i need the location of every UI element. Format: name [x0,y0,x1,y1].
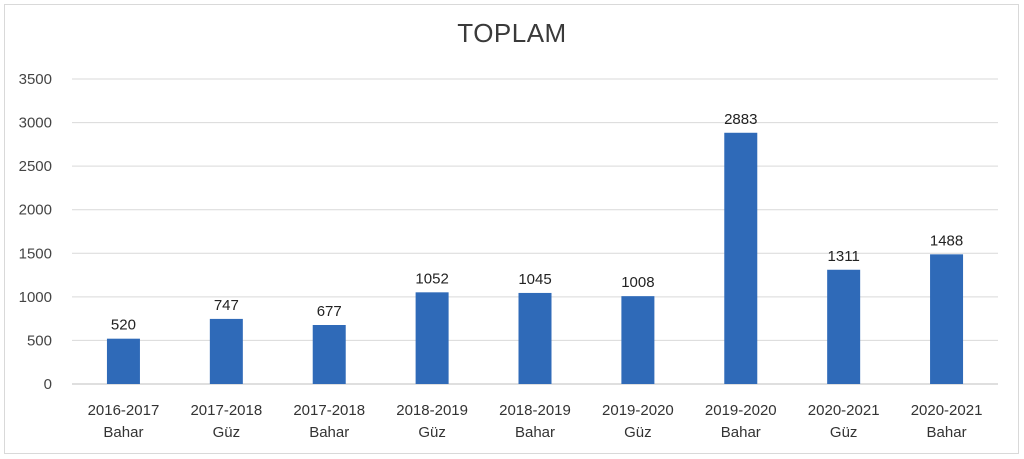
bar [724,132,758,384]
bar [930,254,964,384]
y-tick-label: 2500 [19,158,52,175]
x-tick-label: 2016-2017 [88,402,160,419]
y-tick-label: 500 [27,332,52,349]
x-tick-label: Güz [213,424,241,441]
x-tick-label: 2020-2021 [911,402,983,419]
data-label: 1045 [518,271,551,288]
y-tick-label: 3500 [19,71,52,88]
x-tick-label: Güz [624,424,652,441]
bar [312,325,346,384]
data-label: 1008 [621,274,654,291]
x-tick-label: Bahar [103,424,143,441]
data-label: 2883 [724,111,757,128]
data-label: 1052 [415,270,448,287]
x-tick-label: 2017-2018 [293,402,365,419]
chart-title: TOPLAM [457,18,567,48]
data-label: 747 [214,297,239,314]
x-tick-label: Bahar [927,424,967,441]
bar [415,292,449,384]
x-tick-label: 2019-2020 [705,402,777,419]
x-tick-label: 2018-2019 [499,402,571,419]
data-label: 1311 [828,248,860,265]
bar [106,338,140,384]
y-tick-label: 0 [44,376,52,393]
bar [209,318,243,384]
x-tick-label: 2018-2019 [396,402,468,419]
y-tick-label: 3000 [19,115,52,132]
y-tick-label: 1500 [19,245,52,262]
x-tick-label: Bahar [309,424,349,441]
data-label: 520 [111,317,136,334]
data-label: 1488 [930,232,963,249]
x-tick-label: Bahar [515,424,555,441]
y-tick-label: 1000 [19,289,52,306]
y-tick-label: 2000 [19,202,52,219]
data-label: 677 [317,303,342,320]
x-tick-label: 2019-2020 [602,402,674,419]
x-tick-label: Güz [418,424,446,441]
x-tick-label: 2020-2021 [808,402,880,419]
bar [518,292,552,384]
x-tick-label: Güz [830,424,858,441]
x-tick-label: 2017-2018 [190,402,262,419]
bar [827,269,861,384]
x-tick-label: Bahar [721,424,761,441]
bar [621,296,655,384]
